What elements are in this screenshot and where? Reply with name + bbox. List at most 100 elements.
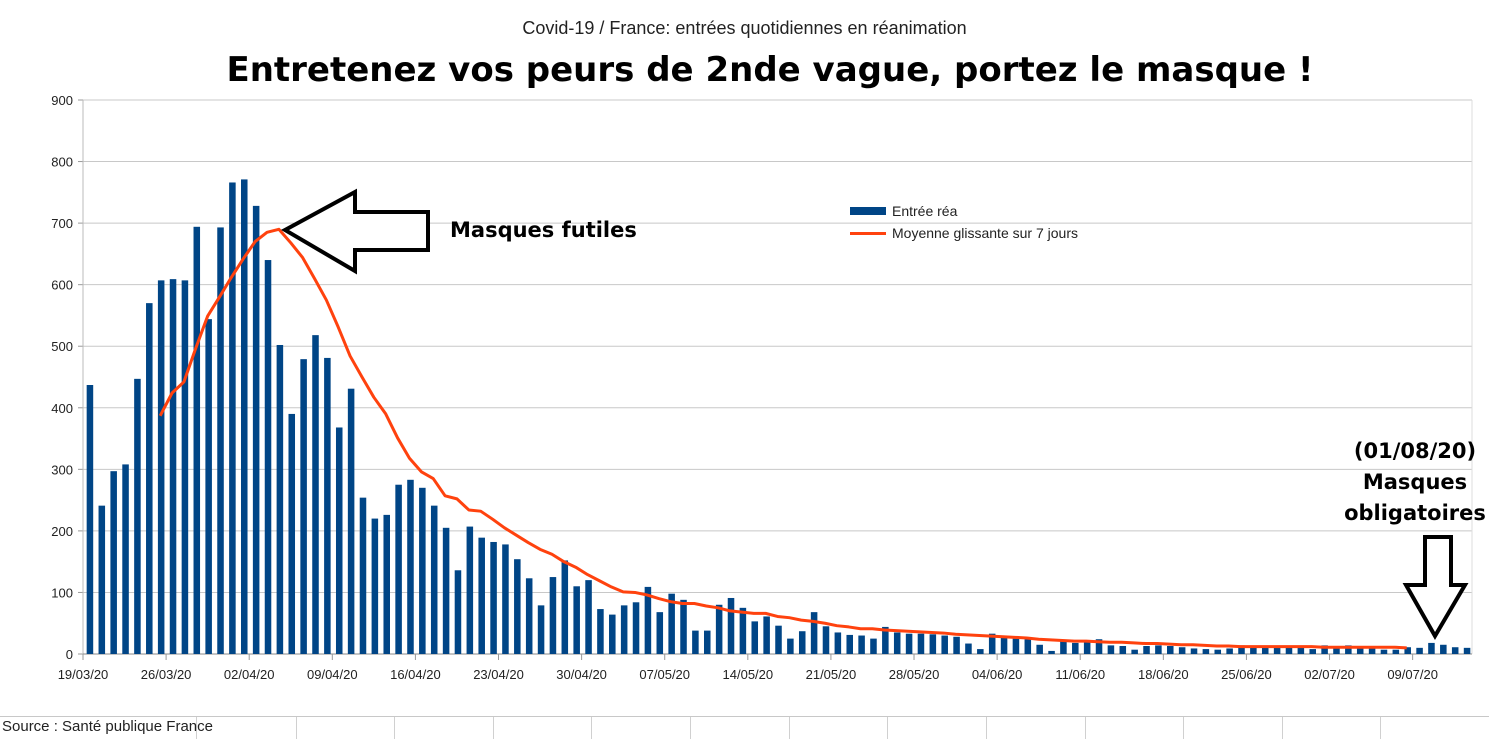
spreadsheet-footer-grid [0, 716, 1489, 739]
bar [430, 505, 438, 654]
bar [668, 593, 675, 654]
chart: 0 100 200 300 400 500 600 700 800 900 19/03/20 26/… [51, 93, 1473, 682]
bar [395, 484, 402, 654]
y-tick-label: 800 [51, 155, 73, 170]
bar [775, 625, 782, 654]
bar [169, 279, 177, 654]
bar [312, 335, 319, 654]
bar [1167, 646, 1174, 654]
bar [1356, 647, 1364, 654]
bar [1261, 647, 1269, 654]
bar [1048, 650, 1055, 654]
bar [1416, 647, 1423, 654]
bar-series [86, 179, 1471, 655]
y-tick-label: 700 [51, 216, 73, 231]
bar [763, 616, 770, 654]
bar [1083, 640, 1091, 654]
left-arrow-icon [280, 188, 430, 275]
bar [810, 612, 818, 654]
bar [739, 607, 747, 654]
bar [383, 514, 390, 654]
bar [205, 319, 212, 654]
source-note: Source : Santé publique France [2, 718, 213, 735]
bar [193, 226, 201, 655]
chart-subtitle: Covid-19 / France: entrées quotidiennes … [522, 18, 967, 38]
x-tick-label: 09/04/20 [307, 667, 358, 682]
bar [573, 586, 580, 654]
bar [1107, 645, 1115, 654]
legend: Entrée réa Moyenne glissante sur 7 jours [850, 200, 1078, 244]
bar [787, 638, 794, 654]
bar [1226, 648, 1233, 654]
bar [146, 303, 153, 654]
x-tick-label: 18/06/20 [1138, 667, 1189, 682]
y-tick-label: 900 [51, 93, 73, 108]
x-tick-label: 23/04/20 [473, 667, 524, 682]
x-tick-label: 21/05/20 [806, 667, 857, 682]
x-tick-label: 02/07/20 [1304, 667, 1355, 682]
bar [122, 464, 129, 654]
y-tick-label: 500 [51, 339, 73, 354]
x-tick-label: 30/04/20 [556, 667, 607, 682]
x-tick-label: 11/06/20 [1055, 667, 1105, 682]
bar [905, 633, 913, 654]
bar [858, 635, 865, 654]
bar [514, 559, 521, 654]
bar [134, 378, 141, 654]
bar [1095, 639, 1103, 654]
bar [1404, 647, 1411, 654]
y-tick-label: 0 [66, 647, 73, 662]
bar [632, 602, 640, 654]
bar [110, 471, 117, 654]
bar [988, 633, 996, 654]
bar [620, 605, 628, 654]
bar [454, 570, 462, 654]
bar [585, 580, 592, 654]
bar [1060, 640, 1067, 654]
bar [157, 280, 165, 654]
bar [324, 357, 331, 654]
bar [644, 586, 652, 654]
bar [929, 634, 937, 654]
bar [537, 605, 545, 654]
bar [1155, 645, 1162, 654]
bar [751, 621, 759, 654]
moving-average-series [158, 227, 1407, 650]
bar [1131, 649, 1138, 654]
bar [1333, 647, 1340, 654]
bar [1202, 649, 1210, 654]
legend-item-line: Moyenne glissante sur 7 jours [850, 222, 1078, 244]
bar [727, 597, 735, 654]
bar [264, 260, 272, 654]
legend-bar-swatch [850, 207, 886, 215]
legend-item-bars: Entrée réa [850, 200, 1078, 222]
bar [419, 487, 426, 654]
x-tick-label: 09/07/20 [1387, 667, 1438, 682]
bar [1321, 645, 1328, 654]
bar [692, 630, 699, 654]
bar [1309, 649, 1316, 654]
bar [1000, 637, 1008, 654]
bar [1012, 638, 1020, 654]
bar [1024, 639, 1032, 654]
x-axis: 19/03/20 26/03/20 02/04/20 09/04/20 16/04/20… [58, 653, 1472, 682]
bar [1072, 642, 1079, 654]
bar [1250, 646, 1257, 654]
bar [704, 630, 711, 654]
bar [1285, 646, 1293, 654]
x-tick-label: 26/03/20 [141, 667, 192, 682]
bar [335, 427, 343, 654]
annotation-date: (01/08/20) [1353, 439, 1477, 463]
bar [893, 632, 901, 654]
bar [252, 205, 260, 654]
bar [1273, 646, 1281, 654]
bar [1392, 649, 1400, 654]
bar [917, 633, 925, 654]
bar [1428, 642, 1435, 654]
annotation-masques-obligatoires: (01/08/20) Masques obligatoires [1330, 436, 1489, 529]
bar [98, 505, 106, 654]
bar [502, 544, 509, 654]
legend-line-label: Moyenne glissante sur 7 jours [892, 225, 1078, 241]
bar [490, 541, 497, 654]
bar [86, 385, 94, 654]
